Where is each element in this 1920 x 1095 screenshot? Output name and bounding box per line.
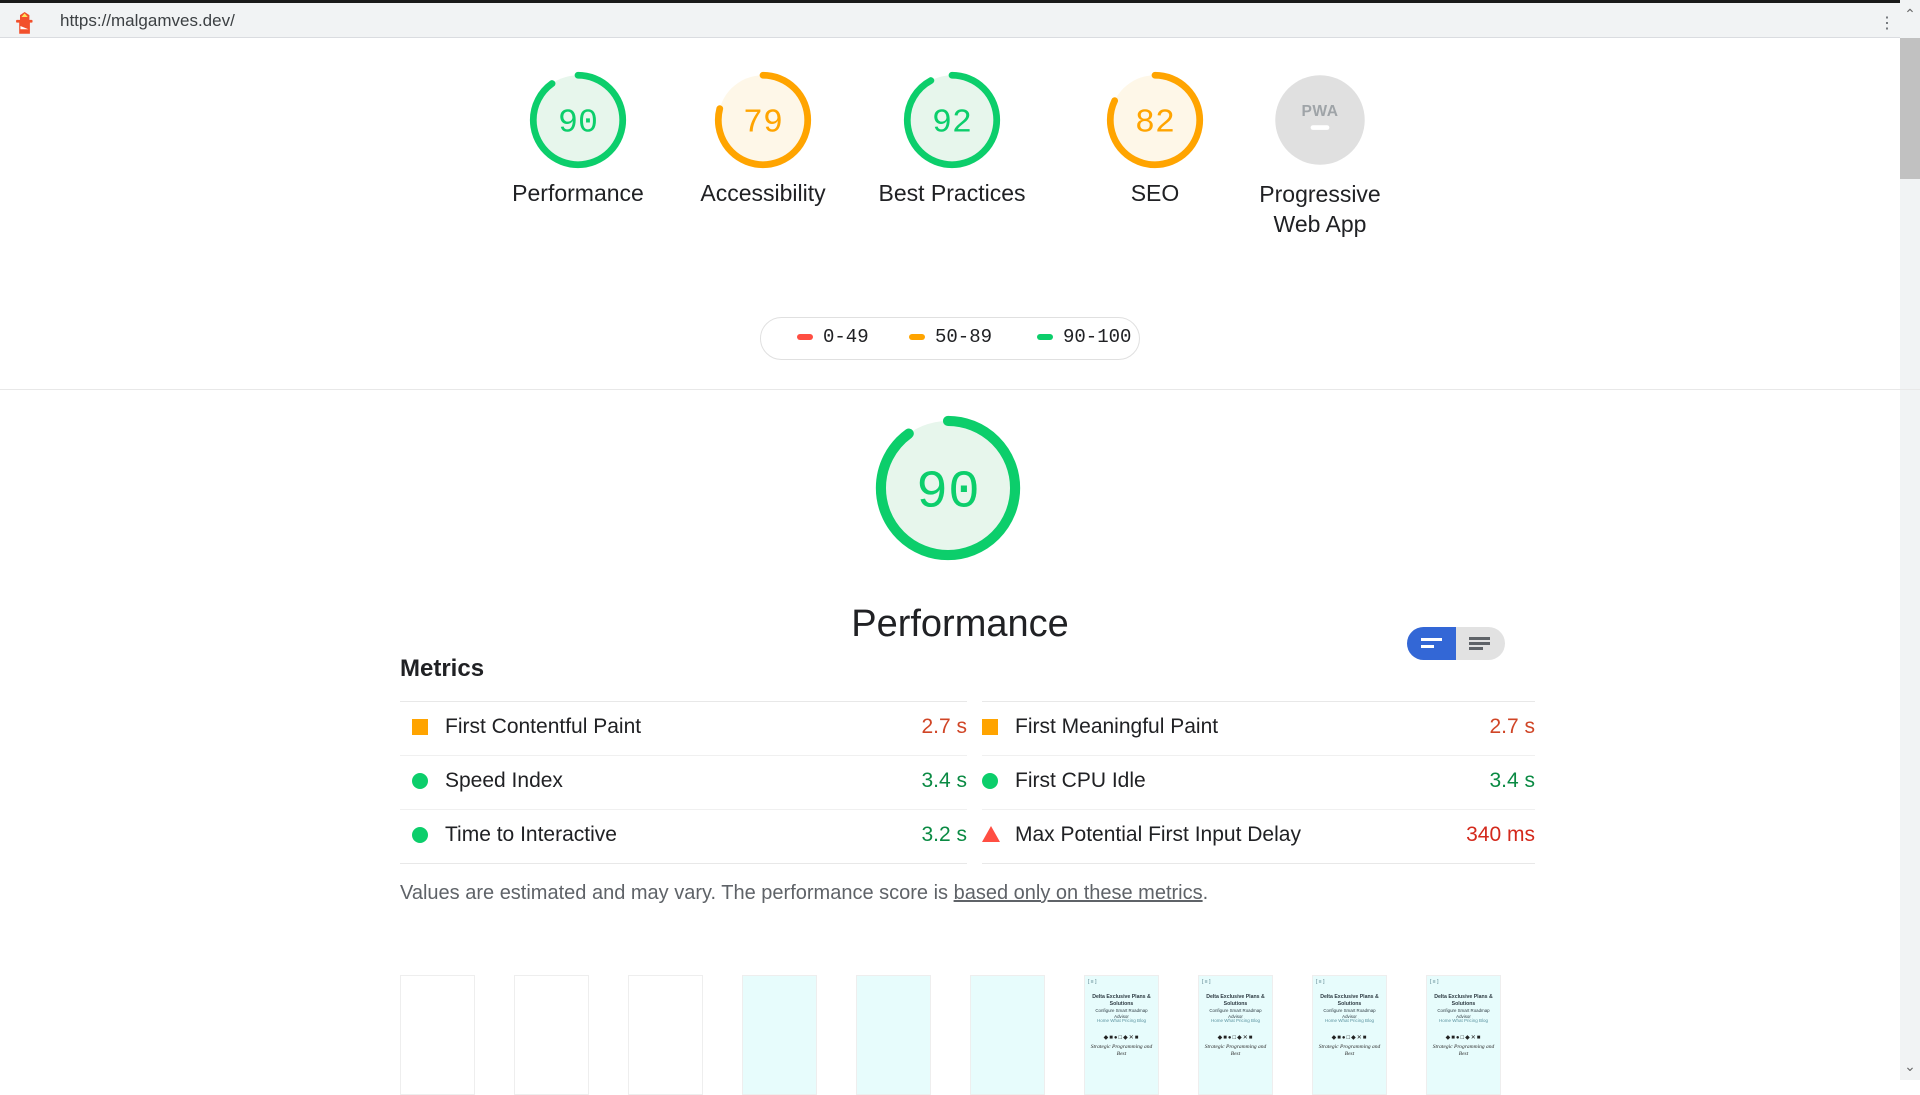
svg-text:90: 90: [916, 463, 980, 523]
svg-text:79: 79: [743, 103, 783, 141]
svg-text:90: 90: [558, 103, 598, 141]
svg-text:82: 82: [1135, 103, 1175, 141]
svg-text:PWA: PWA: [1301, 103, 1338, 120]
svg-text:92: 92: [932, 103, 972, 141]
